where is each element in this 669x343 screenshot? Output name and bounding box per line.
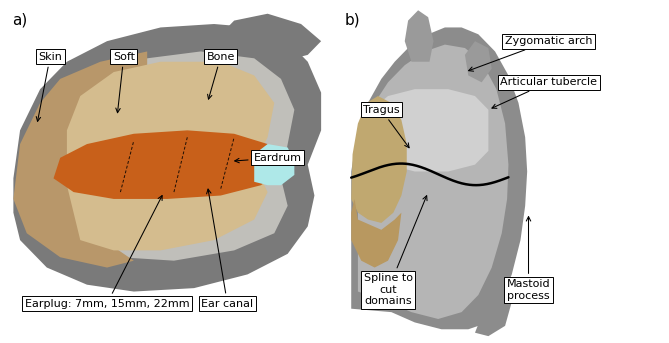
Text: a): a) [12,12,27,27]
Text: Mastoid
process: Mastoid process [506,216,551,300]
Text: Zygomatic arch: Zygomatic arch [469,36,592,71]
Polygon shape [351,27,527,329]
Polygon shape [465,41,492,82]
Text: Eardrum: Eardrum [235,153,302,163]
Text: Skin: Skin [36,51,62,121]
Polygon shape [351,199,401,268]
Polygon shape [358,45,508,319]
Text: Earplug: 7mm, 15mm, 22mm: Earplug: 7mm, 15mm, 22mm [25,196,189,309]
Text: Ear canal: Ear canal [201,189,254,309]
Polygon shape [214,14,321,62]
Polygon shape [475,274,512,336]
Polygon shape [40,51,294,261]
Polygon shape [13,51,147,268]
Text: Soft: Soft [113,51,134,113]
Polygon shape [351,96,407,223]
Polygon shape [254,144,294,185]
Text: Bone: Bone [207,51,235,99]
Polygon shape [13,24,321,292]
Polygon shape [371,89,488,172]
Polygon shape [67,62,274,250]
Text: b): b) [345,12,360,27]
Text: Articular tubercle: Articular tubercle [492,77,597,108]
Polygon shape [54,130,281,199]
Text: Tragus: Tragus [363,105,409,148]
Polygon shape [405,10,434,62]
Text: Spline to
cut
domains: Spline to cut domains [363,196,427,306]
